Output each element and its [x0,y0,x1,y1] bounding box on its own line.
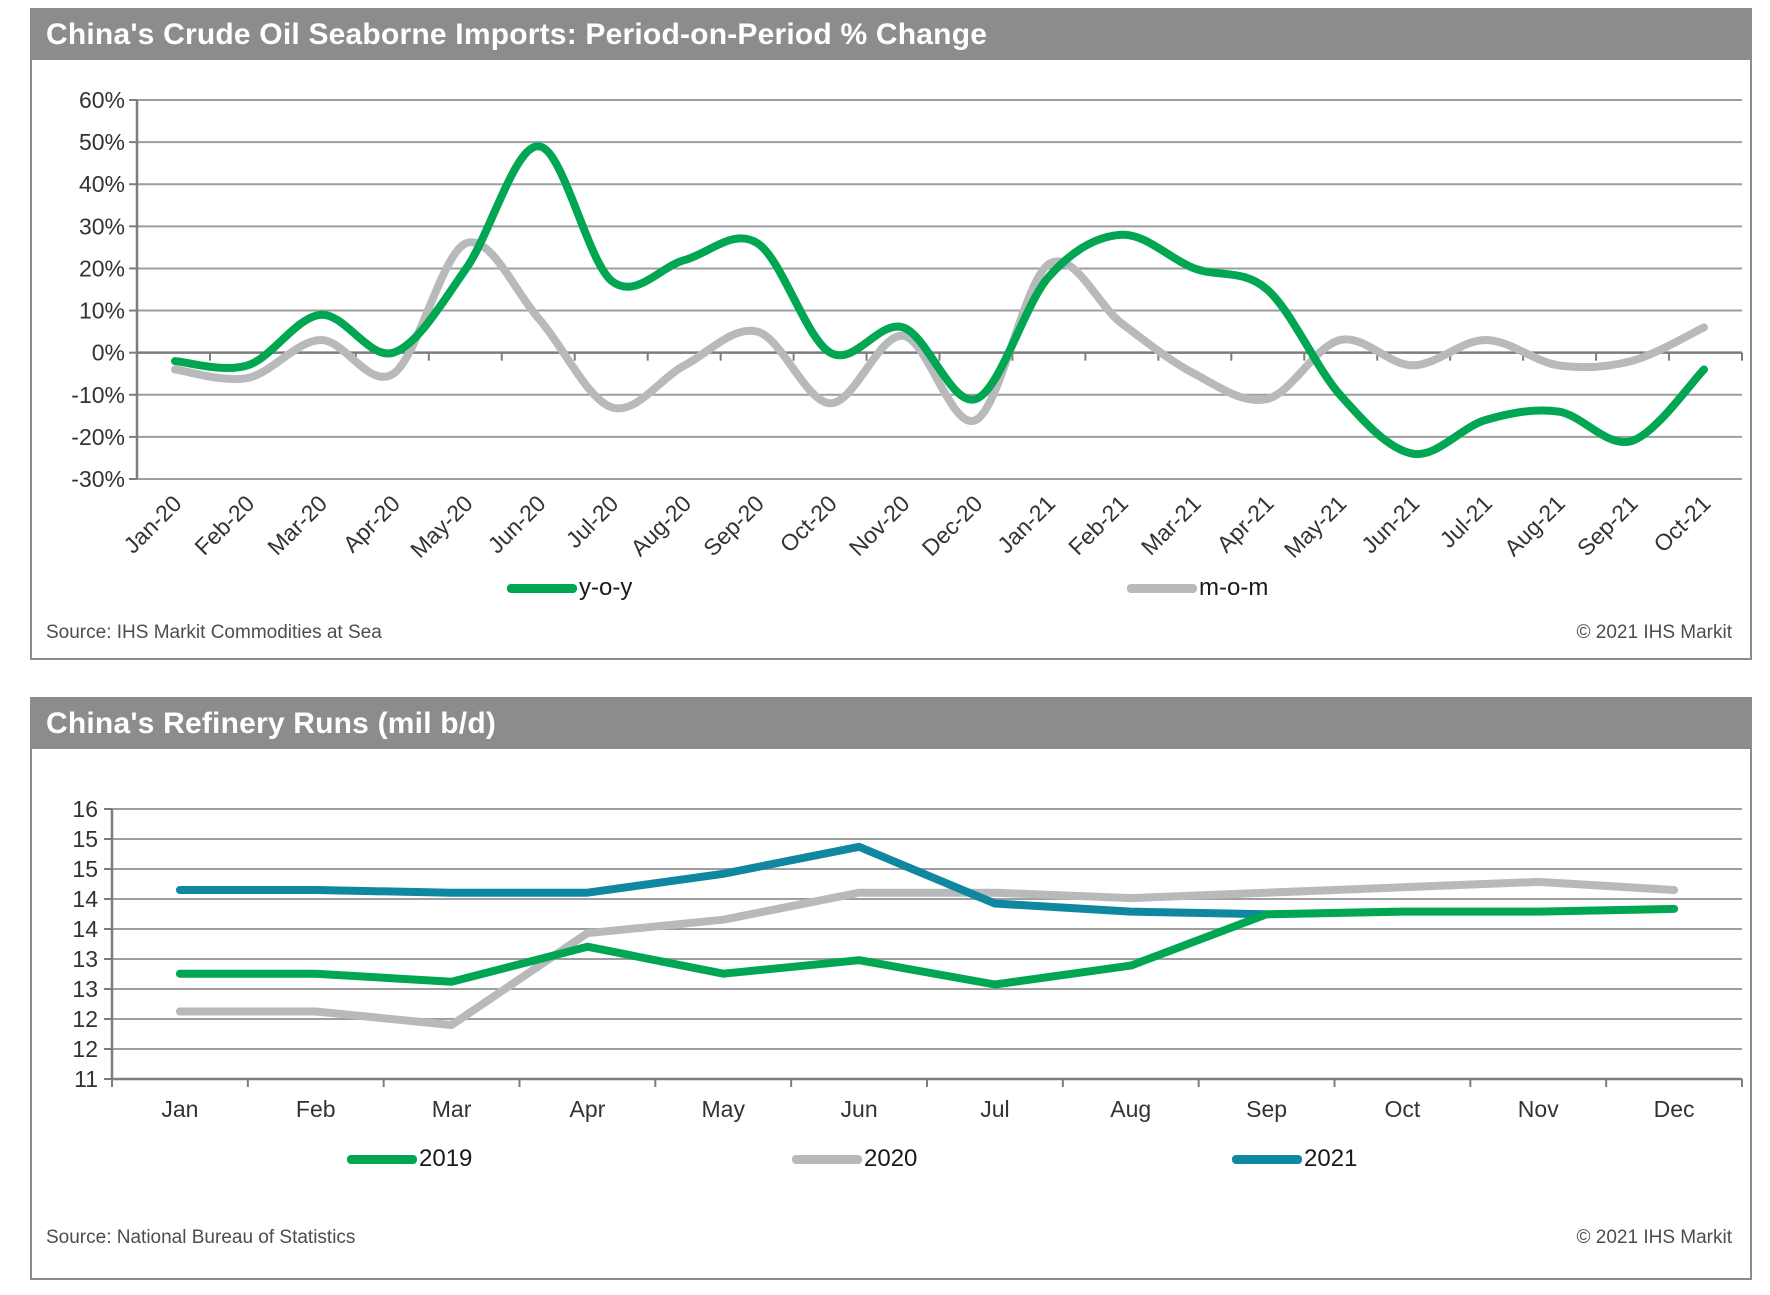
svg-text:Nov: Nov [1518,1096,1559,1122]
svg-text:Nov-20: Nov-20 [844,490,915,561]
refinery-runs-title-bar: China's Refinery Runs (mil b/d) [32,699,1750,749]
svg-text:Aug-20: Aug-20 [625,490,696,561]
svg-text:Jun: Jun [841,1096,878,1122]
svg-text:0%: 0% [92,340,125,366]
crude-imports-title-bar: China's Crude Oil Seaborne Imports: Peri… [32,10,1750,60]
svg-text:Sep: Sep [1246,1096,1287,1122]
legend-label-2021: 2021 [1304,1145,1358,1172]
crude-imports-panel: China's Crude Oil Seaborne Imports: Peri… [30,8,1752,660]
refinery-runs-title: China's Refinery Runs (mil b/d) [46,707,497,740]
svg-text:15: 15 [72,826,98,852]
svg-text:16: 16 [72,796,98,822]
svg-text:Jan-21: Jan-21 [992,490,1060,558]
svg-text:11: 11 [74,1066,98,1092]
refinery-runs-chart: 16 15 15 14 14 13 13 12 12 11 Jan Feb Mar Apr May Jun Ju… [32,749,1750,1282]
svg-text:Apr-21: Apr-21 [1211,490,1278,557]
svg-text:Apr: Apr [570,1096,606,1122]
svg-text:13: 13 [72,976,98,1002]
svg-text:Oct: Oct [1385,1096,1421,1122]
svg-text:May-21: May-21 [1279,490,1352,563]
svg-text:-20%: -20% [71,424,125,450]
legend-item-mom: m-o-m [1127,574,1269,601]
svg-text:-10%: -10% [71,382,125,408]
yoy-legend-label: y-o-y [579,574,633,601]
svg-text:May-20: May-20 [405,490,478,563]
svg-text:Sep-21: Sep-21 [1572,490,1643,561]
legend-label-2019: 2019 [419,1145,473,1172]
svg-text:-30%: -30% [71,466,125,492]
refinery-runs-source: Source: National Bureau of Statistics [46,1227,356,1248]
svg-text:Dec-20: Dec-20 [917,490,988,561]
legend-item-2019: 2019 [347,1145,473,1172]
line-2020-swatch [792,1154,862,1164]
svg-text:May: May [702,1096,746,1122]
svg-text:13: 13 [72,946,98,972]
svg-text:Mar-20: Mar-20 [262,490,332,560]
svg-text:Oct-20: Oct-20 [775,490,842,557]
crude-imports-chart: 60% 50% 40% 30% 20% 10% 0% -10% -20% -30% Jan-20 Fe… [32,60,1750,620]
svg-text:14: 14 [72,886,98,912]
svg-text:Oct-21: Oct-21 [1648,490,1715,557]
svg-text:Dec: Dec [1654,1096,1695,1122]
refinery-runs-chart-svg: 16 15 15 14 14 13 13 12 12 11 Jan Feb Mar Apr May Jun Ju… [72,796,1743,1122]
svg-text:Aug: Aug [1110,1096,1151,1122]
svg-text:12: 12 [72,1036,98,1062]
refinery-runs-copyright: © 2021 IHS Markit [1576,1227,1733,1248]
svg-text:Jul-21: Jul-21 [1434,490,1497,553]
mom-line-swatch [1127,583,1197,593]
svg-text:Jul-20: Jul-20 [561,490,624,553]
svg-text:Jan-20: Jan-20 [118,490,186,558]
svg-text:40%: 40% [79,171,125,197]
crude-imports-copyright: © 2021 IHS Markit [1576,622,1733,643]
refinery-runs-panel: China's Refinery Runs (mil b/d) 16 15 15 14… [30,697,1752,1280]
svg-text:14: 14 [72,916,98,942]
mom-legend-label: m-o-m [1199,574,1269,601]
svg-text:Feb-20: Feb-20 [189,490,259,560]
svg-text:Jan: Jan [161,1096,198,1122]
line-2021-swatch [1232,1154,1302,1164]
svg-text:30%: 30% [79,213,125,239]
svg-text:Sep-20: Sep-20 [698,490,769,561]
legend-item-2021: 2021 [1232,1145,1358,1172]
svg-text:Jul: Jul [980,1096,1009,1122]
yoy-line-swatch [507,583,577,593]
crude-imports-chart-svg: 60%50%40%30%20%10%0%-10%-20%-30%Jan-20 Fe… [71,87,1743,563]
svg-text:Jun-21: Jun-21 [1356,490,1424,558]
svg-text:Mar: Mar [432,1096,472,1122]
svg-text:Jun-20: Jun-20 [482,490,550,558]
svg-text:Apr-20: Apr-20 [338,490,405,557]
svg-text:10%: 10% [79,298,125,324]
svg-text:60%: 60% [79,87,125,113]
svg-text:15: 15 [72,856,98,882]
svg-text:Feb-21: Feb-21 [1063,490,1133,560]
svg-text:Mar-21: Mar-21 [1136,490,1206,560]
svg-text:Aug-21: Aug-21 [1499,490,1570,561]
crude-imports-source: Source: IHS Markit Commodities at Sea [46,622,382,643]
legend-label-2020: 2020 [864,1145,918,1172]
legend-item-yoy: y-o-y [507,574,633,601]
svg-text:20%: 20% [79,255,125,281]
crude-imports-title: China's Crude Oil Seaborne Imports: Peri… [46,18,988,51]
svg-text:12: 12 [72,1006,98,1032]
svg-text:Feb: Feb [296,1096,336,1122]
svg-text:50%: 50% [79,129,125,155]
legend-item-2020: 2020 [792,1145,918,1172]
line-2019-swatch [347,1154,417,1164]
